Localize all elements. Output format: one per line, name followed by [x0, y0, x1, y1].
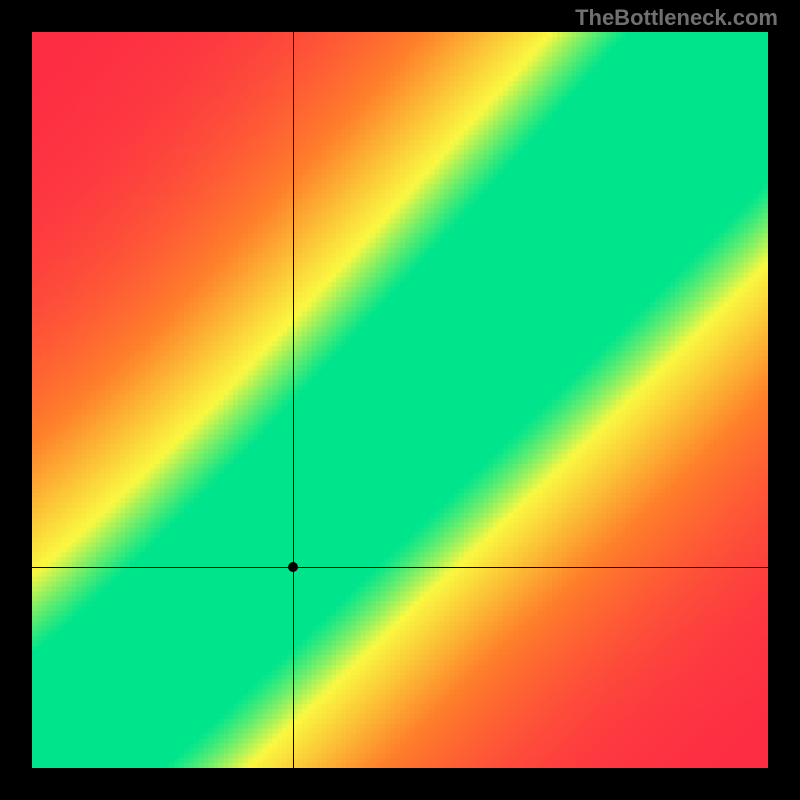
- watermark-label: TheBottleneck.com: [575, 5, 778, 31]
- chart-container: { "chart": { "type": "heatmap", "backgro…: [0, 0, 800, 800]
- bottleneck-heatmap: [32, 32, 768, 768]
